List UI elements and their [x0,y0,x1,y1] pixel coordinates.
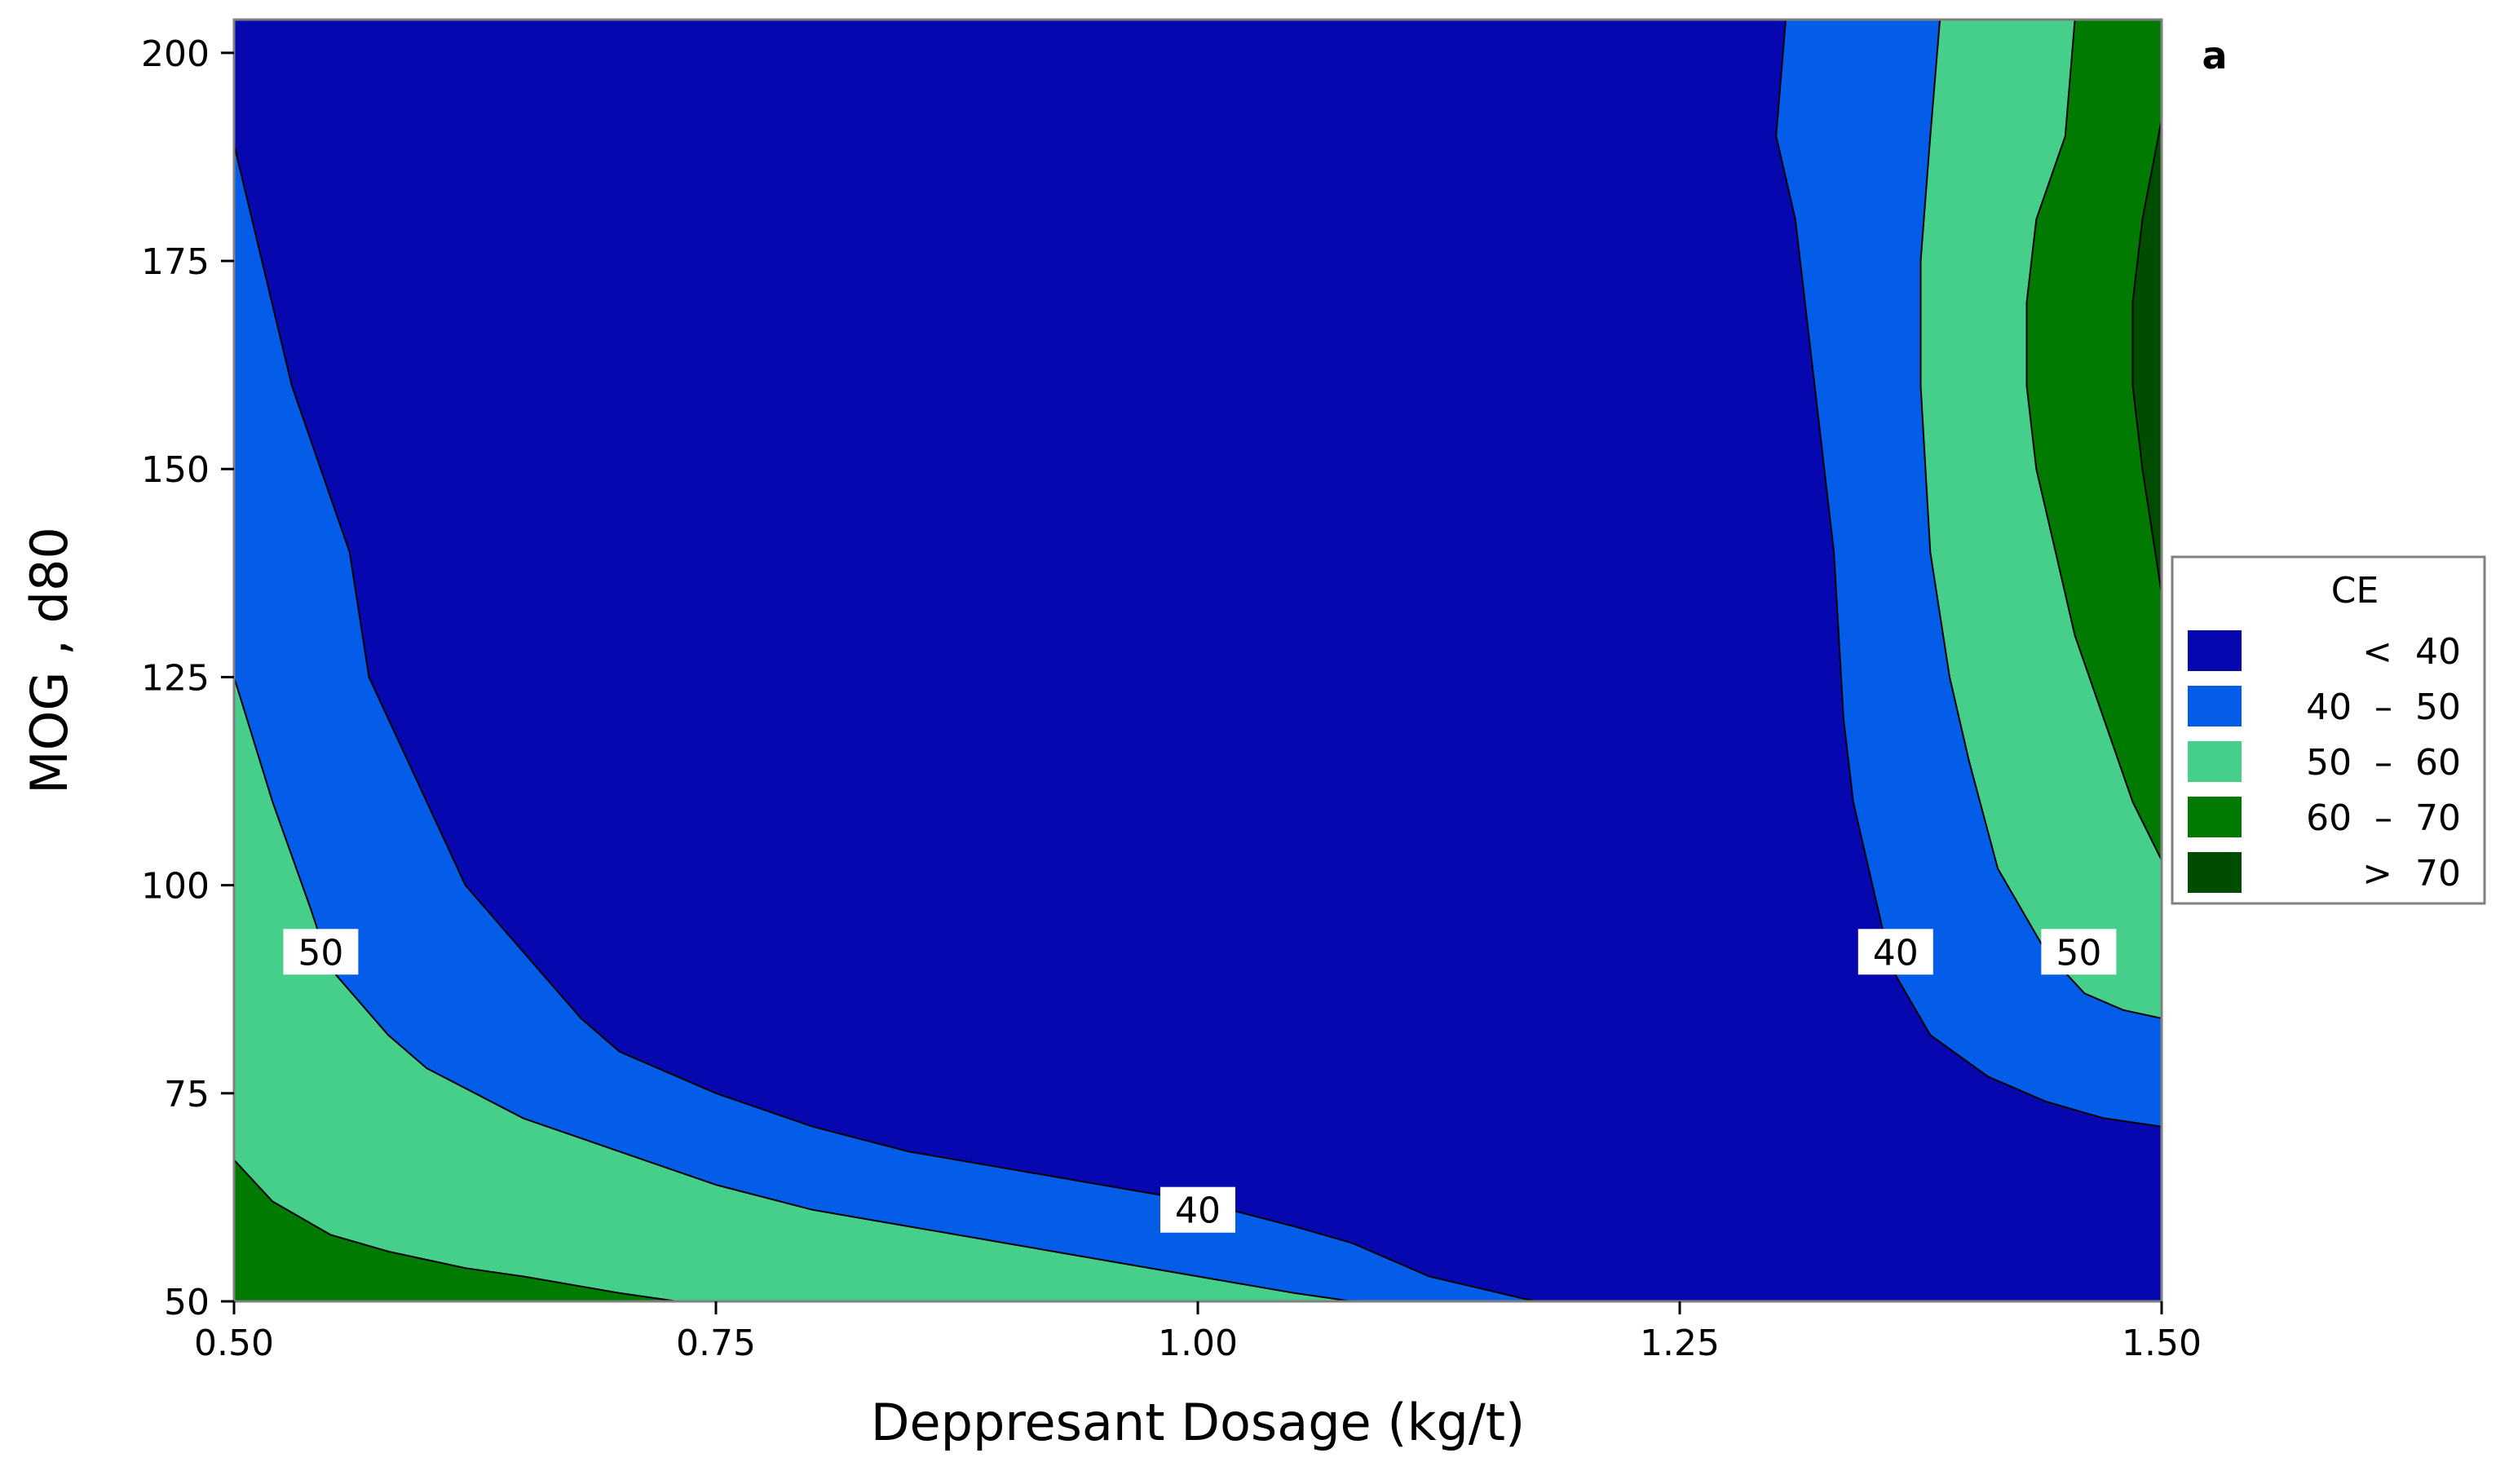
legend-label: > 70 [2362,853,2461,894]
panel-label: a [2202,33,2227,77]
contour-labels: 50 40 40 50 [283,929,2117,1233]
contour-label: 50 [283,929,359,975]
y-tick-label: 200 [141,33,210,75]
y-tick-label: 50 [164,1282,210,1323]
contour-label-text: 40 [1873,932,1919,974]
x-tick-label: 1.25 [1640,1323,1720,1364]
legend-swatch [2188,797,2242,837]
legend-swatch [2188,741,2242,782]
legend-entry: > 70 [2188,852,2461,894]
legend-label: 40 – 50 [2306,687,2461,728]
x-tick-label: 0.75 [676,1323,756,1364]
x-tick-label: 1.00 [1158,1323,1238,1364]
legend-swatch [2188,852,2242,893]
y-axis: 50 75 100 125 150 175 200 [141,33,234,1323]
legend: CE < 40 40 – 50 50 – 60 60 – 70 > 70 [2171,555,2486,905]
legend-entry: 50 – 60 [2188,741,2461,784]
y-tick-label: 125 [141,657,210,699]
plot-area [232,18,2163,1303]
y-tick-label: 75 [164,1074,210,1115]
x-axis-title: Deppresant Dosage (kg/t) [871,1393,1526,1452]
contour-label-text: 50 [298,932,343,974]
y-tick-label: 100 [141,866,210,908]
legend-swatch [2188,686,2242,727]
contour-region-2 [234,677,1353,1301]
legend-entry: 40 – 50 [2188,686,2461,728]
x-tick-label: 1.50 [2122,1323,2202,1364]
contour-label-box [1857,929,1933,975]
legend-label: 50 – 60 [2306,742,2461,784]
legend-label: < 40 [2362,631,2461,673]
legend-entries: < 40 40 – 50 50 – 60 60 – 70 > 70 [2188,630,2461,894]
y-tick-label: 175 [141,241,210,283]
contour-label-box [1160,1186,1235,1233]
contour-label-text: 50 [2056,932,2101,974]
contour-region-6 [2025,20,2162,861]
contour-label: 40 [1857,929,1933,975]
x-axis: 0.50 0.75 1.00 1.25 1.50 [194,1301,2202,1364]
contour-label: 50 [2041,929,2117,975]
y-axis-title: MOG , d80 [20,527,79,794]
contour-regions [234,20,2162,1301]
contour-region-7 [2131,119,2162,594]
legend-title: CE [2331,570,2379,612]
contour-label-box [2041,929,2117,975]
legend-box [2171,555,2486,905]
contour-label-text: 40 [1175,1190,1221,1232]
contour-label: 40 [1160,1186,1235,1233]
y-tick-label: 150 [141,449,210,491]
legend-label: 60 – 70 [2306,797,2461,839]
legend-entry: 60 – 70 [2188,797,2461,839]
legend-entry: < 40 [2188,630,2461,673]
legend-swatch [2188,630,2242,671]
contour-label-box [283,929,359,975]
contour-region-3 [234,1159,678,1301]
contour-region-1 [234,144,1535,1301]
x-tick-label: 0.50 [194,1323,274,1364]
